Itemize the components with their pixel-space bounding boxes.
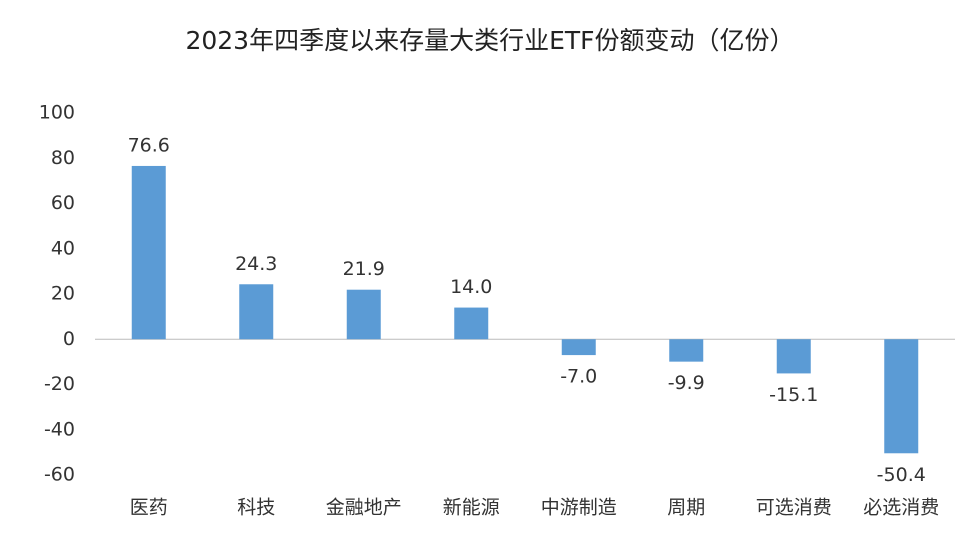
value-label: -9.9 [668, 372, 705, 394]
bar [776, 339, 811, 374]
x-tick-label: 科技 [237, 497, 275, 519]
x-tick-label: 医药 [130, 497, 168, 519]
x-tick-label: 必选消费 [863, 497, 939, 519]
value-label: 14.0 [450, 276, 492, 298]
x-tick-label: 新能源 [443, 497, 500, 519]
x-tick-label: 中游制造 [541, 497, 617, 519]
y-tick-label: 80 [51, 147, 75, 169]
y-tick-label: 20 [51, 283, 75, 305]
x-tick-label: 可选消费 [756, 497, 832, 519]
y-tick-label: 0 [63, 328, 75, 350]
y-tick-label: -60 [44, 464, 75, 486]
bar [669, 339, 704, 362]
bar [346, 289, 381, 340]
bar [131, 165, 166, 340]
value-label: 76.6 [128, 134, 170, 156]
bar [884, 339, 919, 454]
y-tick-label: -20 [44, 373, 75, 395]
value-label: 21.9 [343, 258, 385, 280]
bar [454, 307, 489, 340]
x-tick-label: 周期 [667, 497, 705, 519]
bar [239, 284, 274, 340]
value-label: -7.0 [560, 366, 597, 388]
value-label: 24.3 [235, 253, 277, 275]
chart-title: 2023年四季度以来存量大类行业ETF份额变动（亿份） [185, 26, 794, 55]
bar [561, 339, 596, 356]
y-tick-label: 100 [39, 102, 75, 124]
y-tick-label: 40 [51, 237, 75, 259]
value-label: -15.1 [769, 384, 818, 406]
y-tick-label: -40 [44, 418, 75, 440]
y-tick-label: 60 [51, 192, 75, 214]
x-tick-label: 金融地产 [326, 497, 402, 519]
value-label: -50.4 [877, 464, 926, 486]
